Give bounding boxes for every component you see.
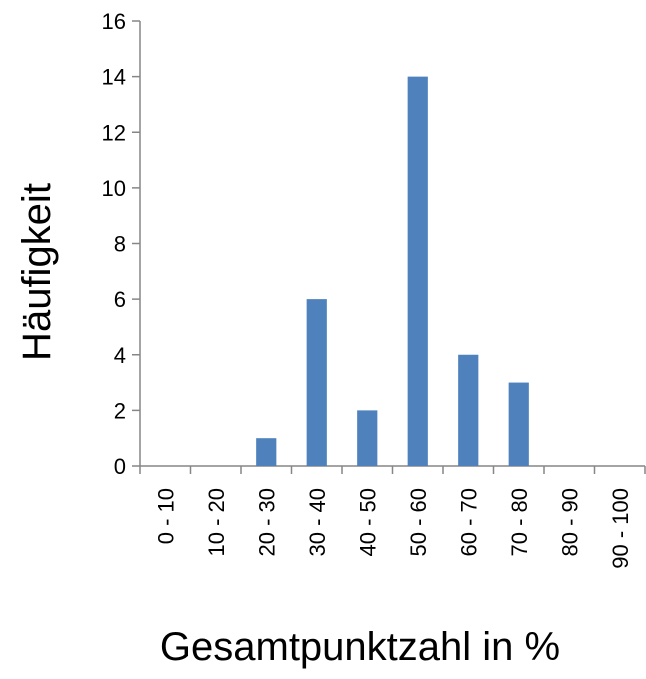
y-tick-label: 2 <box>114 398 126 423</box>
y-tick-label: 16 <box>102 9 126 34</box>
x-tick-label: 70 - 80 <box>507 488 532 557</box>
x-axis-title: Gesamtpunktzahl in % <box>160 625 560 669</box>
y-tick-label: 0 <box>114 454 126 479</box>
y-tick-label: 12 <box>102 120 126 145</box>
bar <box>256 438 277 466</box>
y-tick-label: 8 <box>114 232 126 257</box>
x-tick-label: 80 - 90 <box>557 488 582 557</box>
y-tick-label: 6 <box>114 287 126 312</box>
y-axis-title: Häufigkeit <box>15 183 59 361</box>
bar <box>357 410 378 466</box>
y-tick-label: 10 <box>102 176 126 201</box>
y-tick-label: 4 <box>114 343 126 368</box>
x-tick-label: 0 - 10 <box>153 488 178 544</box>
bar <box>407 76 428 466</box>
x-tick-label: 50 - 60 <box>406 488 431 557</box>
x-tick-label: 10 - 20 <box>204 488 229 557</box>
x-tick-label: 90 - 100 <box>608 488 633 569</box>
bar <box>306 299 327 466</box>
x-tick-label: 20 - 30 <box>254 488 279 557</box>
x-tick-label: 40 - 50 <box>355 488 380 557</box>
x-tick-label: 60 - 70 <box>456 488 481 557</box>
bar <box>508 382 529 466</box>
bar <box>458 354 479 466</box>
y-tick-label: 14 <box>102 65 126 90</box>
x-tick-label: 30 - 40 <box>305 488 330 557</box>
